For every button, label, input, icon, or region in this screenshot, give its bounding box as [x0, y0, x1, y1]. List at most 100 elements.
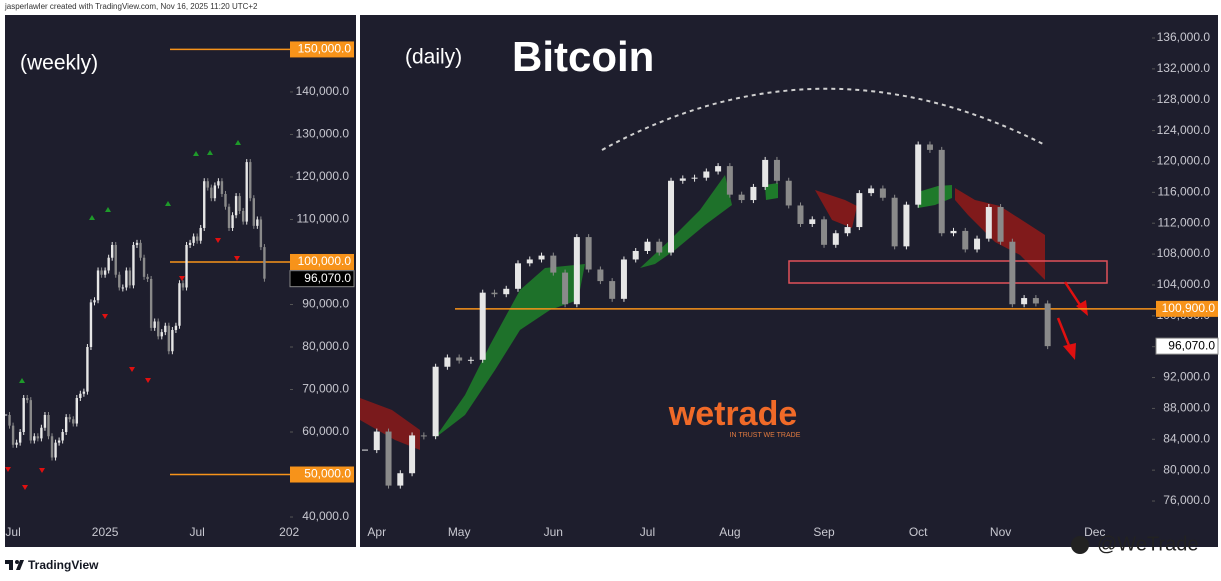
candle: [997, 206, 1004, 242]
candle: [89, 302, 93, 347]
y-tick-label: 70,000.0: [302, 382, 349, 396]
candle: [210, 187, 213, 199]
candle: [252, 198, 255, 226]
candle: [192, 236, 195, 243]
candle: [61, 432, 64, 441]
x-tick-label: Jul: [189, 525, 204, 539]
candle: [249, 162, 252, 199]
candle: [167, 325, 171, 352]
candle: [43, 415, 47, 428]
heading: Bitcoin: [512, 33, 654, 80]
candle: [227, 206, 231, 228]
candle: [373, 431, 380, 451]
y-tick-label: 80,000.0: [302, 339, 349, 353]
x-tick-label: 202: [279, 525, 299, 539]
candle: [797, 205, 804, 224]
y-tick-label: 88,000.0: [1163, 401, 1210, 415]
candle: [726, 166, 733, 195]
candle: [29, 400, 32, 441]
candle: [856, 193, 863, 228]
candle: [241, 210, 245, 222]
candle: [79, 393, 82, 399]
x-tick-label: Nov: [990, 525, 1011, 539]
candle: [467, 359, 474, 361]
candle: [762, 159, 769, 187]
last-price-label: 96,070.0: [304, 271, 351, 285]
candle: [538, 255, 545, 260]
candle: [938, 149, 945, 234]
candle: [479, 292, 486, 360]
candle: [868, 188, 875, 194]
candle: [206, 181, 209, 188]
candle: [40, 427, 43, 439]
level-box: [290, 41, 354, 58]
candle: [75, 398, 78, 424]
candle: [164, 325, 167, 333]
watermark-tagline: IN TRUST WE TRADE: [730, 432, 801, 439]
candle: [715, 166, 722, 172]
candle: [33, 436, 36, 441]
y-tick-label: 124,000.0: [1157, 123, 1211, 137]
candle: [57, 440, 61, 443]
last-price-label: 96,070.0: [1168, 338, 1215, 352]
level-label: 100,900.0: [1162, 301, 1216, 315]
candle: [656, 241, 663, 253]
candle: [703, 171, 710, 178]
level-box: [290, 466, 354, 483]
candle: [125, 270, 128, 288]
candle: [832, 233, 839, 245]
candle: [620, 259, 627, 299]
y-tick-label: 140,000.0: [296, 84, 350, 98]
y-tick-label: 60,000.0: [302, 424, 349, 438]
candle: [22, 398, 25, 433]
x-tick-label: Aug: [719, 525, 740, 539]
candle: [188, 242, 192, 245]
y-tick-label: 90,000.0: [302, 297, 349, 311]
candle: [135, 242, 139, 245]
candle: [256, 219, 259, 226]
candle: [362, 449, 368, 451]
candle: [217, 181, 220, 186]
candle: [585, 237, 592, 270]
level-box: [1156, 300, 1218, 317]
candle: [26, 398, 29, 401]
candle: [950, 230, 957, 234]
candle: [234, 196, 238, 216]
candle: [1021, 298, 1028, 305]
candle: [220, 181, 224, 194]
y-tick-label: 112,000.0: [1158, 215, 1211, 229]
candle: [926, 144, 933, 150]
candle: [128, 270, 132, 286]
candle: [231, 215, 234, 228]
candle: [178, 283, 181, 326]
candle: [515, 263, 522, 289]
handle-icon: [1071, 536, 1089, 554]
candle: [562, 272, 569, 305]
candle: [915, 144, 922, 205]
candle: [64, 417, 68, 433]
brand: TradingView: [28, 558, 99, 572]
candle: [195, 236, 199, 241]
candle: [1009, 241, 1016, 305]
last-price-box: [289, 270, 355, 288]
candle: [597, 269, 604, 282]
candle: [114, 244, 117, 275]
y-tick-label: 128,000.0: [1157, 92, 1211, 106]
candle: [132, 244, 135, 286]
candle: [171, 329, 174, 352]
level-label: 50,000.0: [304, 467, 351, 481]
candle: [146, 276, 149, 279]
candle: [809, 219, 816, 224]
candle: [238, 196, 241, 211]
candle: [409, 435, 416, 474]
candle: [691, 177, 698, 179]
x-tick-label: May: [448, 525, 471, 539]
candle: [397, 473, 404, 486]
last-price-box: [1155, 337, 1219, 355]
candle: [773, 159, 780, 181]
candle: [974, 238, 981, 250]
candle: [149, 278, 153, 328]
candle: [139, 242, 142, 258]
